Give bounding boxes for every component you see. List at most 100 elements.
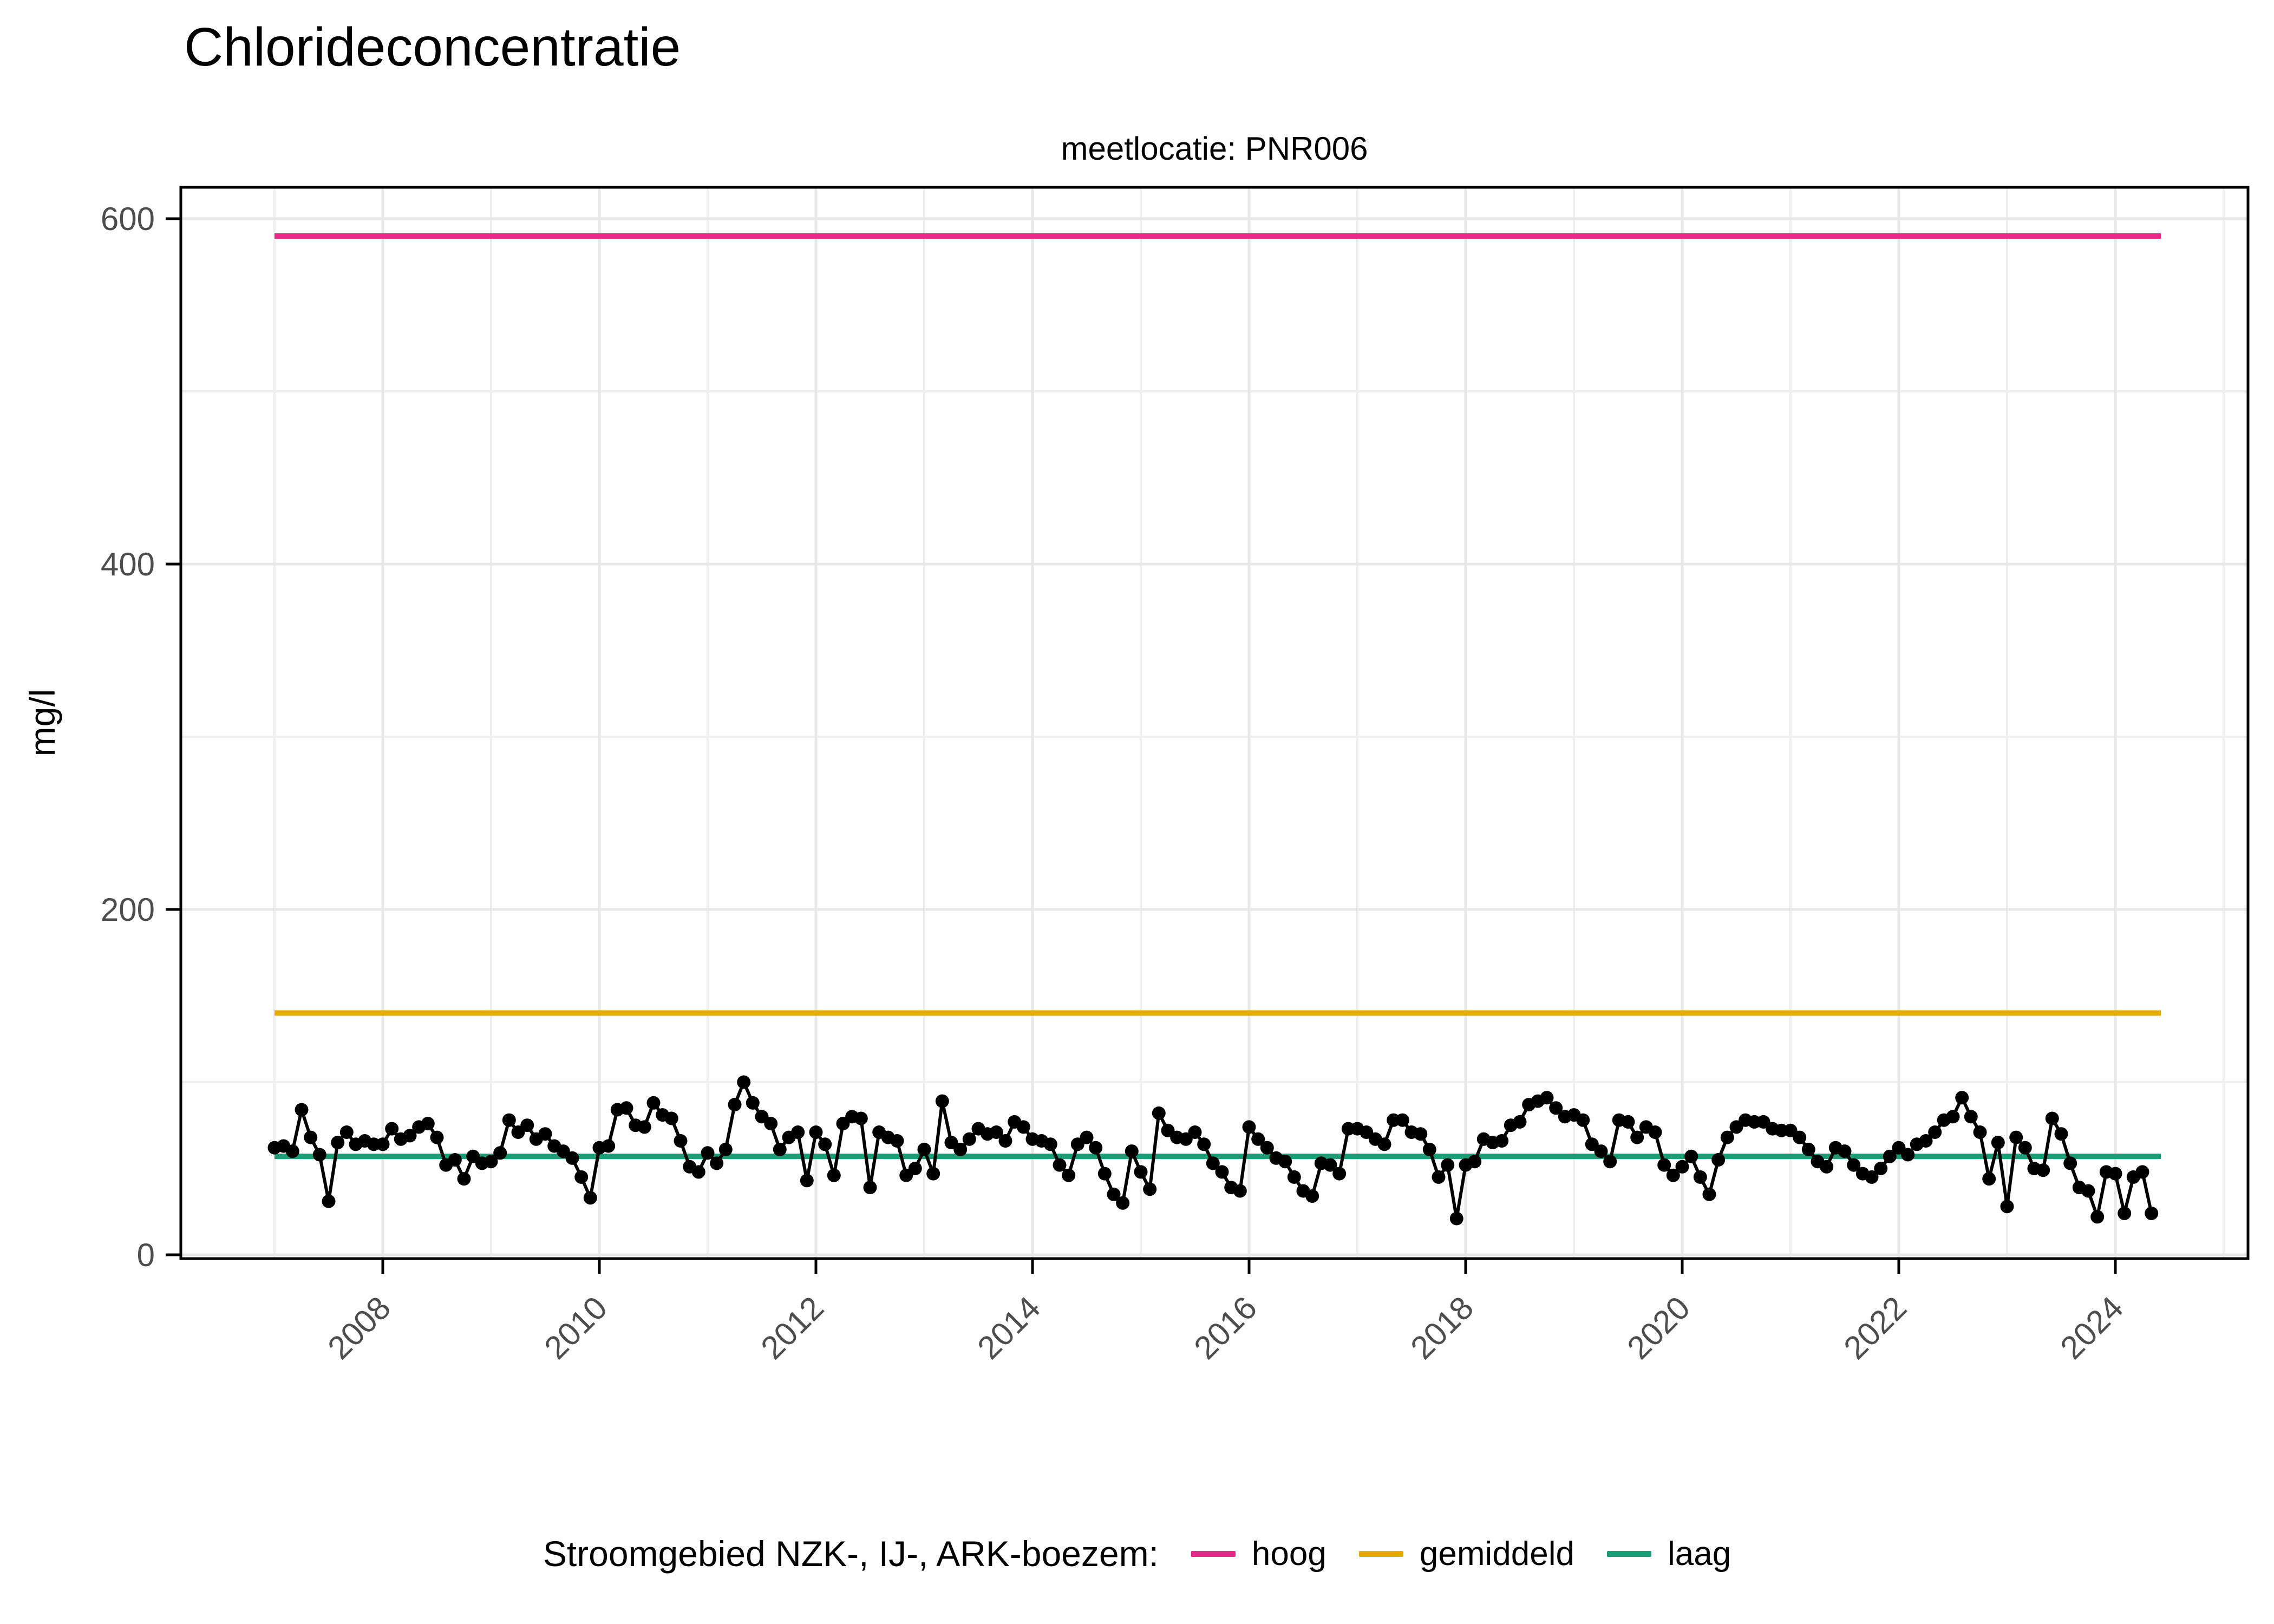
data-point xyxy=(1251,1132,1265,1146)
data-point xyxy=(809,1125,823,1139)
data-point xyxy=(1233,1184,1247,1198)
data-point xyxy=(1666,1168,1680,1182)
data-point xyxy=(1621,1115,1635,1129)
data-point xyxy=(285,1144,299,1158)
data-point xyxy=(1125,1144,1139,1158)
data-point xyxy=(646,1096,661,1110)
data-point xyxy=(1260,1141,1274,1155)
data-point xyxy=(385,1122,399,1136)
data-point xyxy=(2145,1206,2159,1220)
data-point xyxy=(1955,1091,1969,1105)
data-point xyxy=(1576,1113,1590,1127)
legend-entry-label: laag xyxy=(1667,1535,1731,1573)
data-point xyxy=(953,1142,968,1156)
data-point xyxy=(863,1181,877,1195)
x-tick-label: 2014 xyxy=(970,1289,1047,1366)
x-tick-label: 2008 xyxy=(321,1289,397,1366)
data-point xyxy=(339,1125,354,1139)
data-point xyxy=(917,1142,931,1156)
data-point xyxy=(1603,1155,1617,1169)
data-point xyxy=(1982,1172,1996,1186)
x-tick-label: 2010 xyxy=(537,1289,614,1366)
data-point xyxy=(1377,1137,1391,1151)
legend-key-line xyxy=(1606,1550,1651,1557)
data-point xyxy=(1278,1155,1292,1169)
data-point xyxy=(1847,1158,1861,1172)
legend-entry-label: hoog xyxy=(1251,1535,1327,1573)
data-point xyxy=(2118,1206,2132,1220)
legend-key-line xyxy=(1358,1550,1403,1557)
data-point xyxy=(1242,1120,1256,1134)
data-point xyxy=(1820,1160,1834,1174)
data-point xyxy=(2090,1210,2105,1224)
data-point xyxy=(1693,1170,1707,1184)
data-point xyxy=(602,1139,616,1153)
y-tick-label: 600 xyxy=(101,201,155,237)
data-point xyxy=(304,1130,318,1144)
data-point xyxy=(1062,1168,1076,1182)
data-point xyxy=(854,1111,868,1125)
data-point xyxy=(1711,1153,1726,1167)
data-point xyxy=(908,1162,922,1175)
legend-entry-hoog: hoog xyxy=(1191,1535,1327,1573)
data-point xyxy=(989,1125,1003,1139)
legend-entry-laag: laag xyxy=(1606,1535,1731,1573)
y-tick-label: 200 xyxy=(101,892,155,928)
data-point xyxy=(710,1156,724,1170)
data-point xyxy=(691,1165,705,1179)
data-point xyxy=(637,1120,651,1134)
legend: Stroomgebied NZK-, IJ-, ARK-boezem: hoog… xyxy=(0,1513,2274,1594)
data-point xyxy=(2018,1141,2032,1155)
data-point xyxy=(448,1153,462,1167)
data-point xyxy=(2000,1200,2014,1214)
data-point xyxy=(619,1101,633,1115)
x-tick-label: 2020 xyxy=(1620,1289,1697,1366)
data-point xyxy=(1793,1130,1807,1144)
data-point xyxy=(403,1129,417,1143)
data-point xyxy=(890,1134,904,1148)
data-point xyxy=(1414,1127,1428,1141)
data-point xyxy=(457,1172,471,1186)
data-point xyxy=(1468,1155,1482,1169)
data-point xyxy=(1395,1113,1409,1127)
data-point xyxy=(493,1146,507,1160)
data-point xyxy=(2045,1111,2059,1125)
data-point xyxy=(1305,1189,1319,1203)
legend-entry-gemiddeld: gemiddeld xyxy=(1358,1535,1574,1573)
data-point xyxy=(800,1174,814,1188)
data-point xyxy=(1675,1160,1689,1174)
data-point xyxy=(1495,1134,1509,1148)
data-point xyxy=(818,1137,832,1151)
data-point xyxy=(1152,1106,1166,1120)
y-tick-label: 0 xyxy=(137,1237,155,1273)
data-point xyxy=(827,1168,841,1182)
data-point xyxy=(1422,1142,1436,1156)
data-point xyxy=(2135,1165,2149,1179)
data-point xyxy=(1540,1091,1554,1105)
data-point xyxy=(583,1191,597,1205)
data-point xyxy=(1323,1158,1337,1172)
data-point xyxy=(773,1142,787,1156)
data-point xyxy=(2009,1130,2023,1144)
data-point xyxy=(1097,1167,1112,1181)
data-point xyxy=(1594,1144,1608,1158)
panel-border xyxy=(179,186,2250,1260)
data-point xyxy=(295,1103,309,1117)
data-point xyxy=(484,1155,498,1169)
data-point xyxy=(331,1136,345,1150)
data-point xyxy=(322,1194,336,1208)
data-point xyxy=(1919,1134,1933,1148)
data-point xyxy=(1883,1149,1897,1163)
x-tick-label: 2016 xyxy=(1187,1289,1264,1366)
data-point xyxy=(1197,1137,1211,1151)
data-point xyxy=(1287,1170,1301,1184)
data-point xyxy=(1630,1130,1644,1144)
data-point xyxy=(1432,1170,1446,1184)
data-point xyxy=(565,1151,579,1165)
data-point xyxy=(1206,1156,1220,1170)
chart-subtitle: meetlocatie: PNR006 xyxy=(1061,130,1368,167)
data-point xyxy=(1080,1130,1094,1144)
data-point xyxy=(538,1127,552,1141)
data-point xyxy=(2054,1127,2068,1141)
